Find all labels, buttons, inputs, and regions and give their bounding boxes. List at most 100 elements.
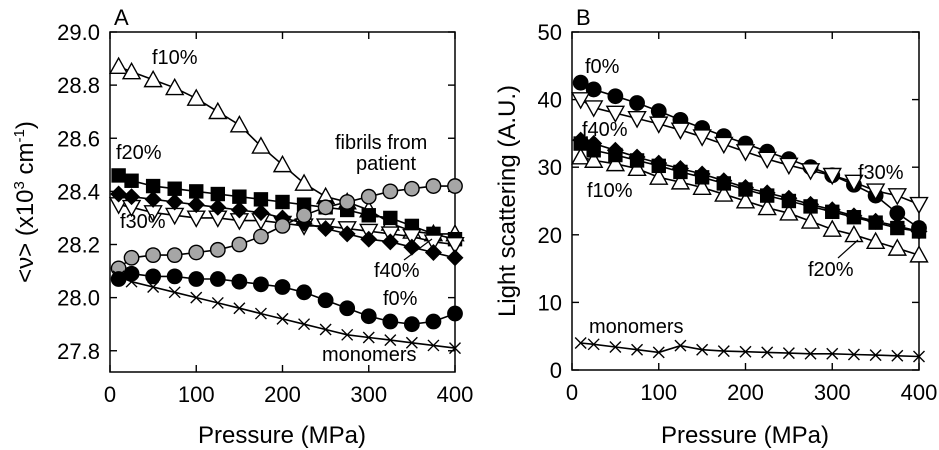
panel-a-point-f10 xyxy=(186,88,206,106)
panel-b-point-f30 xyxy=(692,129,712,147)
panel-b-f20-pointer xyxy=(837,239,859,259)
panel-a-xtick-label: 200 xyxy=(264,382,301,407)
panel-b-series-monomers xyxy=(574,336,925,363)
panel-a-point-f40 xyxy=(110,185,128,203)
panel-a-point-fibrils-from-patient xyxy=(145,247,162,264)
panel-a-point-f0 xyxy=(317,292,334,309)
panel-b-point-f20 xyxy=(868,215,883,230)
panel-a-point-monomers xyxy=(147,281,160,293)
panel-a-point-monomers xyxy=(298,318,311,331)
panel-a-point-monomers xyxy=(405,336,418,349)
panel-a-series-monomers xyxy=(112,270,461,355)
panel-a-point-f10 xyxy=(108,56,129,75)
panel-a-point-f10 xyxy=(164,77,185,96)
panel-a-point-monomers xyxy=(319,323,332,336)
panel-a-point-f20 xyxy=(232,189,247,204)
panel-b-xlabel: Pressure (MPa) xyxy=(661,422,829,449)
panel-b-point-monomers xyxy=(652,346,665,359)
panel-a-point-f0 xyxy=(166,268,183,285)
panel-a-point-monomers xyxy=(384,334,397,347)
panel-a-point-fibrils-from-patient xyxy=(231,236,248,253)
panel-b-point-f30 xyxy=(583,100,604,118)
panel-b-label: B xyxy=(576,5,591,30)
panel-b-point-f30 xyxy=(909,196,929,215)
panel-b-point-f30 xyxy=(844,174,864,193)
panel-b-point-monomers xyxy=(826,347,839,360)
panel-b-point-f10 xyxy=(692,177,712,195)
panel-b-annotation-f0: f0% xyxy=(585,56,620,78)
panel-b-point-f20 xyxy=(651,158,666,174)
panel-a-point-monomers xyxy=(362,331,375,344)
panel-a-point-f40 xyxy=(230,201,248,219)
panel-a-point-monomers xyxy=(112,270,125,283)
panel-a-ytick-label: 29.0 xyxy=(57,20,100,45)
panel-b-point-f20 xyxy=(911,224,927,239)
panel-b-point-f20 xyxy=(586,143,601,158)
panel-a-annotation-f30: f30% xyxy=(120,211,166,233)
panel-b-series-f0 xyxy=(572,74,927,236)
panel-b-point-f30 xyxy=(887,188,908,206)
panel-a-ytick-label: 27.8 xyxy=(57,339,100,364)
panel-a-point-f10 xyxy=(121,61,142,80)
panel-b-point-f30 xyxy=(865,183,886,201)
panel-a-point-f0 xyxy=(296,284,312,301)
panel-a-point-monomers xyxy=(125,275,138,288)
panel-a-point-f20 xyxy=(383,210,398,226)
panel-b-chart: 0 100 200 300 400 0 10 20 30 40 50 B Pressure (MPa… xyxy=(494,5,937,449)
panel-a-annotation-fibrils-line2: patient xyxy=(356,153,416,175)
panel-b-series-group xyxy=(570,74,929,363)
panel-b-annotation-f40: f40% xyxy=(582,119,628,141)
panel-b-ytick-label: 20 xyxy=(538,223,562,248)
panel-a-point-monomers xyxy=(190,291,203,304)
panel-a-point-f0 xyxy=(425,313,442,330)
panel-b-xtick-label: 0 xyxy=(566,380,578,405)
panel-a-point-f20 xyxy=(189,184,204,199)
panel-a-ylabel: <ν> (x103 cm-1) xyxy=(11,121,39,283)
panel-a-point-f20 xyxy=(275,194,290,210)
panel-b-point-monomers xyxy=(696,343,709,356)
panel-a-xtick-label: 0 xyxy=(104,382,116,407)
panel-a-point-f40 xyxy=(381,233,399,251)
panel-b-point-monomers xyxy=(574,336,587,349)
panel-a-point-f20 xyxy=(124,173,139,188)
panel-a-point-f40 xyxy=(166,193,184,211)
panel-b-point-f30 xyxy=(800,163,821,181)
panel-a-point-f40 xyxy=(338,225,356,243)
panel-b-point-f0 xyxy=(650,103,667,119)
panel-b-point-f10 xyxy=(649,167,669,185)
panel-a-annotation-f0: f0% xyxy=(383,288,418,310)
panel-a-point-f20 xyxy=(167,181,182,196)
panel-a-point-f20 xyxy=(361,208,376,223)
panel-a-point-f40 xyxy=(317,220,335,238)
panel-a-point-monomers xyxy=(276,312,289,325)
panel-b-point-f20 xyxy=(608,147,623,163)
panel-b-point-monomers xyxy=(717,345,730,358)
panel-a-point-fibrils-from-patient xyxy=(274,218,291,234)
panel-b-annotation-f20: f20% xyxy=(808,259,854,281)
panel-b-point-monomers xyxy=(847,348,860,361)
panel-a-xtick-label: 400 xyxy=(437,382,474,407)
panel-a-annotation-f10: f10% xyxy=(152,47,198,69)
panel-a-point-f40 xyxy=(252,204,270,222)
panel-a-point-f0 xyxy=(188,271,205,287)
panel-b-point-f30 xyxy=(735,144,756,162)
panel-b-point-f10 xyxy=(887,238,908,256)
panel-a-point-monomers xyxy=(341,328,354,341)
panel-a-point-f30 xyxy=(402,229,422,247)
panel-a-point-f40 xyxy=(144,190,162,208)
panel-a-point-f0 xyxy=(209,271,226,287)
panel-b-point-f20 xyxy=(759,188,775,203)
panel-a-point-f10 xyxy=(294,173,314,191)
panel-b-xtick-label: 400 xyxy=(901,380,938,405)
panel-b-point-f0 xyxy=(607,88,624,105)
panel-a-annotation-fibrils-line1: fibrils from xyxy=(335,132,427,154)
panel-a-point-f10 xyxy=(229,115,250,133)
panel-a-axis-ticks: 0 100 200 300 400 27.8 28.0 28.2 28.4 28.6 28.8 29.… xyxy=(57,20,473,407)
panel-a-point-f0 xyxy=(360,308,377,325)
panel-a-point-f20 xyxy=(111,168,126,183)
panel-a-label: A xyxy=(114,5,129,30)
panel-a-point-f0 xyxy=(403,316,420,333)
panel-a-series-f0 xyxy=(110,265,463,333)
panel-a-point-f0 xyxy=(253,276,269,293)
